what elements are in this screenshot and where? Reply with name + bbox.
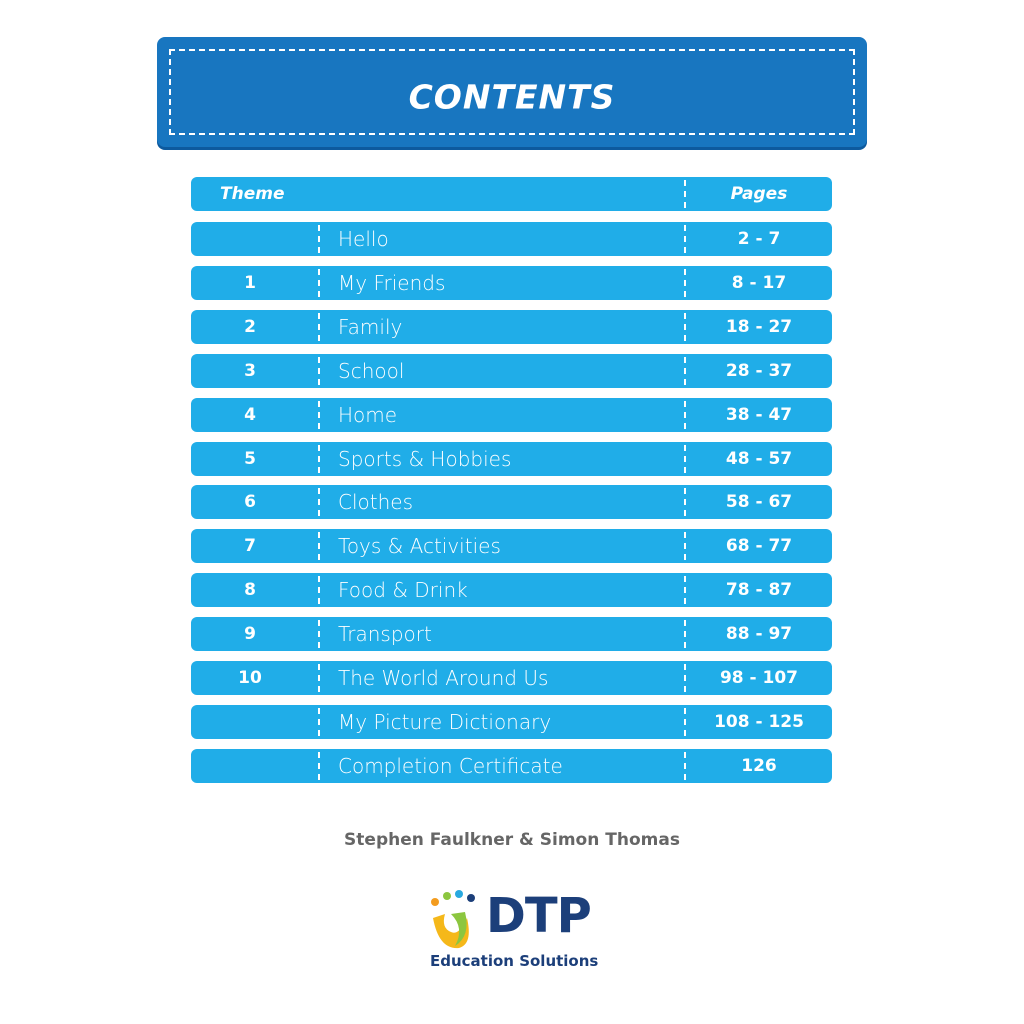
separator: [318, 620, 320, 649]
theme-title: Clothes: [338, 490, 413, 515]
separator: [684, 225, 686, 253]
table-row: 7 Toys & Activities 68 - 77: [191, 529, 832, 564]
page-range: 2 - 7: [737, 229, 781, 249]
separator: [684, 664, 686, 692]
theme-title: Toys & Activities: [338, 534, 501, 559]
table-row: My Picture Dictionary 108 - 125: [191, 704, 832, 739]
separator: [684, 488, 686, 517]
separator: [318, 707, 320, 736]
table-row: 3 School 28 - 37: [191, 353, 832, 388]
separator: [684, 180, 686, 208]
table-row: 8 Food & Drink 78 - 87: [191, 573, 832, 608]
separator: [684, 312, 686, 341]
separator: [318, 532, 320, 561]
theme-number: 9: [244, 624, 256, 645]
theme-number: 6: [244, 492, 256, 513]
dashed-border: [169, 49, 855, 135]
theme-number: 10: [238, 668, 262, 688]
separator: [684, 751, 686, 780]
separator: [684, 356, 686, 385]
theme-title: Completion Certificate: [338, 753, 563, 778]
logo-text: DTP: [486, 888, 592, 944]
page-range: 78 - 87: [725, 580, 793, 601]
table-row: 1 My Friends 8 - 17: [191, 265, 832, 300]
theme-title: My Friends: [338, 270, 446, 295]
theme-title: Sports & Hobbies: [338, 446, 512, 471]
theme-number: 5: [244, 448, 256, 469]
table-header: Theme Pages: [191, 177, 832, 211]
separator: [684, 444, 686, 473]
separator: [318, 268, 320, 297]
separator: [318, 751, 320, 780]
theme-number: 2: [244, 316, 256, 337]
logo-icon: [431, 890, 475, 949]
theme-number: 3: [244, 360, 256, 381]
theme-number: 7: [244, 536, 256, 557]
separator: [318, 356, 320, 385]
separator: [318, 576, 320, 605]
separator: [318, 444, 320, 473]
separator: [318, 664, 320, 692]
theme-title: My Picture Dictionary: [338, 709, 552, 734]
table-row: 4 Home 38 - 47: [191, 397, 832, 432]
title-banner: CONTENTS: [157, 37, 867, 147]
column-header: Theme: [220, 184, 285, 204]
separator: [684, 400, 686, 429]
page-range: 108 - 125: [714, 711, 804, 732]
separator: [684, 576, 686, 605]
theme-title: Transport: [338, 622, 432, 647]
separator: [318, 488, 320, 517]
separator: [684, 268, 686, 297]
table-row: 5 Sports & Hobbies 48 - 57: [191, 441, 832, 476]
theme-title: School: [338, 358, 405, 383]
theme-number: 4: [244, 404, 256, 425]
column-header: Pages: [730, 184, 788, 204]
separator: [684, 620, 686, 649]
theme-title: Family: [338, 314, 403, 339]
theme-title: Home: [338, 402, 398, 427]
theme-title: The World Around Us: [338, 666, 549, 690]
theme-number: 8: [244, 580, 256, 601]
page-range: 28 - 37: [725, 360, 793, 381]
authors: Stephen Faulkner & Simon Thomas: [344, 830, 680, 850]
theme-number: 1: [244, 272, 256, 293]
table-row: 6 Clothes 58 - 67: [191, 485, 832, 520]
page-range: 18 - 27: [725, 316, 793, 337]
page-range: 38 - 47: [725, 404, 793, 425]
theme-title: Hello: [338, 227, 389, 251]
page-range: 68 - 77: [725, 536, 793, 557]
table-row: Hello 2 - 7: [191, 222, 832, 256]
separator: [318, 400, 320, 429]
page-range: 98 - 107: [719, 668, 799, 688]
table-row: 9 Transport 88 - 97: [191, 617, 832, 652]
page-range: 88 - 97: [725, 624, 793, 645]
separator: [684, 532, 686, 561]
table-row: 10 The World Around Us 98 - 107: [191, 661, 832, 695]
separator: [684, 707, 686, 736]
page-range: 126: [741, 755, 777, 776]
separator: [318, 312, 320, 341]
page-range: 58 - 67: [725, 492, 793, 513]
theme-title: Food & Drink: [338, 578, 468, 603]
page-range: 8 - 17: [731, 272, 787, 293]
logo-subtitle: Education Solutions: [430, 952, 599, 970]
table-row: 2 Family 18 - 27: [191, 309, 832, 344]
separator: [318, 225, 320, 253]
table-row: Completion Certificate 126: [191, 748, 832, 783]
page-range: 48 - 57: [725, 448, 793, 469]
page-title: CONTENTS: [408, 77, 616, 117]
